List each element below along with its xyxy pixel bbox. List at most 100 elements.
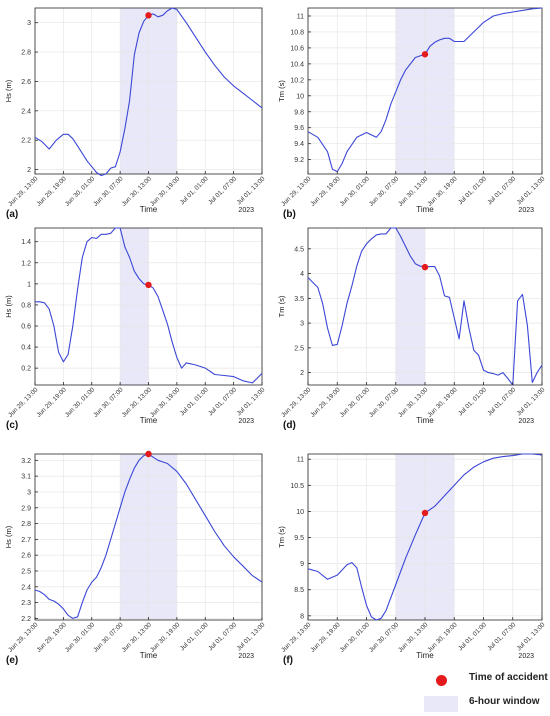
legend-window-label: 6-hour window (469, 696, 540, 707)
y-tick-label: 2.4 (21, 584, 31, 591)
y-tick-label: 9.5 (294, 535, 304, 542)
series-line (307, 453, 543, 621)
y-tick-label: 4.5 (294, 246, 304, 253)
y-tick-label: 10.6 (290, 45, 304, 52)
y-axis-label: Tm (s) (277, 295, 286, 317)
x-tick-label: Jul 01, 01:00 (179, 386, 210, 417)
x-tick-label: Jun 29, 19:00 (309, 621, 342, 654)
y-tick-label: 9.8 (294, 109, 304, 116)
y-axis-label: Tm (s) (277, 80, 286, 102)
year-label: 2023 (518, 207, 534, 214)
y-tick-label: 2.6 (21, 553, 31, 560)
y-tick-label: 2 (300, 370, 304, 377)
x-tick-label: Jun 30, 19:00 (149, 621, 182, 654)
x-axis-label: Time (140, 651, 158, 660)
y-tick-label: 2.4 (21, 108, 31, 115)
y-tick-label: 9.2 (294, 157, 304, 164)
accident-marker (145, 450, 152, 458)
x-tick-label: Jun 29, 19:00 (309, 386, 342, 419)
y-tick-label: 11 (297, 13, 304, 20)
x-tick-label: Jul 01, 01:00 (457, 621, 488, 652)
y-tick-label: 10 (296, 509, 304, 516)
x-tick-label: Jun 29, 13:00 (280, 621, 313, 654)
x-tick-label: Jul 01, 07:00 (207, 175, 238, 206)
y-tick-label: 10.8 (290, 29, 304, 36)
y-tick-label: 4 (300, 271, 304, 278)
y-tick-label: 2 (27, 167, 31, 174)
x-tick-label: Jul 01, 13:00 (236, 621, 267, 652)
y-tick-label: 1.4 (21, 239, 31, 246)
panel-label: (f) (283, 655, 293, 666)
y-tick-label: 3 (27, 489, 31, 496)
x-tick-label: Jun 30, 07:00 (368, 175, 401, 208)
x-tick-label: Jun 30, 07:00 (368, 621, 401, 654)
y-tick-label: 10.4 (290, 61, 304, 68)
window-shading (395, 228, 425, 385)
x-tick-label: Jul 01, 01:00 (457, 175, 488, 206)
series-line (307, 7, 543, 173)
x-axis-label: Time (140, 205, 158, 214)
y-tick-label: 10.2 (290, 77, 304, 84)
x-tick-label: Jun 30, 13:00 (397, 621, 430, 654)
series-line (34, 453, 263, 619)
legend-window-entry: 6-hour window (424, 694, 550, 714)
x-tick-label: Jul 01, 13:00 (516, 386, 547, 417)
y-tick-label: 3.2 (21, 458, 31, 465)
panel-label: (a) (6, 209, 18, 220)
x-axis-label: Time (416, 205, 434, 214)
x-tick-label: Jul 01, 07:00 (207, 621, 238, 652)
x-tick-label: Jun 30, 07:00 (368, 386, 401, 419)
y-tick-label: 2.8 (21, 521, 31, 528)
y-tick-label: 2.7 (21, 537, 31, 544)
x-tick-label: Jun 29, 13:00 (280, 386, 313, 419)
x-tick-label: Jul 01, 13:00 (236, 175, 267, 206)
x-tick-label: Jun 29, 19:00 (309, 175, 342, 208)
y-tick-label: 0.4 (21, 345, 31, 352)
x-tick-label: Jun 30, 13:00 (397, 175, 430, 208)
legend-accident-entry: Time of accident (424, 670, 550, 690)
y-tick-label: 11 (297, 457, 304, 464)
x-tick-label: Jun 30, 19:00 (426, 386, 459, 419)
y-tick-label: 3.5 (294, 296, 304, 303)
y-tick-label: 2.6 (21, 79, 31, 86)
year-label: 2023 (238, 207, 254, 214)
accident-marker (145, 281, 152, 289)
y-tick-label: 3 (27, 20, 31, 27)
x-tick-label: Jun 30, 19:00 (149, 175, 182, 208)
x-tick-label: Jul 01, 13:00 (236, 386, 267, 417)
y-tick-label: 3.1 (21, 474, 31, 481)
y-tick-label: 10.5 (290, 483, 304, 490)
x-tick-label: Jun 30, 19:00 (426, 175, 459, 208)
series-line (34, 7, 263, 177)
x-tick-label: Jul 01, 07:00 (486, 175, 517, 206)
y-tick-label: 1 (27, 281, 31, 288)
y-tick-label: 2.2 (21, 616, 31, 623)
x-tick-label: Jun 30, 01:00 (339, 386, 372, 419)
accident-marker (421, 51, 429, 58)
y-tick-label: 8.5 (294, 587, 304, 594)
accident-marker (421, 509, 429, 517)
x-tick-label: Jul 01, 13:00 (516, 621, 547, 652)
y-tick-label: 3 (300, 321, 304, 328)
x-tick-label: Jun 30, 13:00 (397, 386, 430, 419)
y-tick-label: 10 (296, 93, 304, 100)
y-axis-label: Hs (m) (4, 295, 13, 318)
x-tick-label: Jun 30, 01:00 (339, 175, 372, 208)
x-axis-label: Time (140, 416, 158, 425)
x-tick-label: Jul 01, 07:00 (486, 621, 517, 652)
x-tick-label: Jul 01, 13:00 (516, 175, 547, 206)
x-tick-label: Jun 30, 19:00 (149, 386, 182, 419)
y-tick-label: 2.5 (294, 345, 304, 352)
panel-label: (e) (6, 655, 18, 666)
window-swatch-icon (424, 696, 458, 712)
year-label: 2023 (518, 653, 534, 660)
x-axis-label: Time (416, 416, 434, 425)
y-axis-label: Hs (m) (4, 525, 13, 548)
chart-panel: 9.2 9.4 9.6 9.8 10 10.2 10.4 10.6 10.8 11 Jun 29, … (277, 7, 547, 220)
y-tick-label: 0.8 (21, 302, 31, 309)
x-tick-label: Jun 30, 01:00 (339, 621, 372, 654)
